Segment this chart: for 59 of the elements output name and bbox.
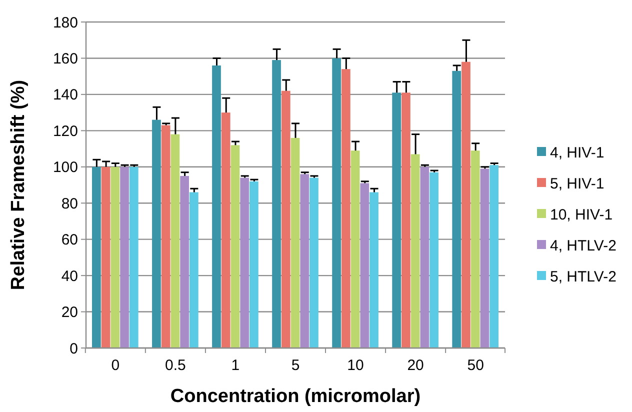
- legend-label: 4, HIV-1: [550, 144, 604, 162]
- bar: [129, 166, 138, 348]
- bar: [370, 192, 378, 348]
- bar: [402, 92, 410, 348]
- bar: [272, 60, 281, 348]
- x-tick-label: 20: [407, 357, 424, 374]
- y-tick-label: 60: [61, 232, 78, 249]
- bar: [110, 166, 120, 348]
- bar: [430, 172, 438, 348]
- bar: [189, 192, 198, 348]
- bar: [281, 90, 290, 348]
- y-tick-label: 20: [61, 304, 78, 322]
- y-tick-label: 160: [52, 50, 78, 68]
- y-tick-label: 40: [61, 268, 78, 285]
- bar: [152, 120, 161, 348]
- x-tick-label: 5: [291, 357, 300, 374]
- bar: [350, 150, 360, 348]
- y-tick-label: 100: [52, 159, 78, 176]
- bar: [300, 174, 310, 348]
- bar: [161, 125, 170, 348]
- bar: [221, 112, 230, 348]
- bar: [490, 165, 498, 348]
- bar: [310, 178, 318, 348]
- legend-label: 4, HTLV-2: [550, 237, 616, 254]
- bar: [290, 138, 300, 348]
- bar: [420, 166, 430, 348]
- legend-label: 5, HIV-1: [550, 175, 604, 192]
- bar: [332, 58, 341, 348]
- y-tick-label: 180: [52, 14, 78, 32]
- y-tick-label: 0: [70, 340, 78, 358]
- x-tick-label: 0: [111, 357, 120, 374]
- legend-label: 5, HTLV-2: [550, 268, 616, 286]
- bar: [250, 181, 258, 348]
- bar: [92, 166, 101, 348]
- x-tick-label: 50: [467, 357, 484, 374]
- bar: [180, 176, 189, 348]
- x-tick-label: 0.5: [165, 357, 186, 374]
- legend-label: 10, HIV-1: [550, 206, 613, 224]
- x-tick-label: 10: [347, 357, 364, 374]
- bar: [480, 168, 490, 348]
- bar: [462, 62, 470, 348]
- x-tick-label: 1: [231, 357, 240, 374]
- bar: [230, 145, 240, 348]
- bar: [212, 65, 221, 348]
- y-tick-label: 120: [52, 122, 78, 140]
- bar: [341, 69, 350, 348]
- bar: [392, 92, 402, 348]
- bar: [452, 70, 462, 348]
- x-axis-title: Concentration (micromolar): [170, 386, 421, 407]
- y-tick-label: 140: [52, 86, 78, 104]
- bar: [410, 154, 420, 348]
- bar: [360, 183, 370, 348]
- bar: [101, 166, 110, 348]
- bar: [170, 134, 180, 348]
- bar: [120, 166, 129, 348]
- bar: [240, 178, 250, 348]
- y-tick-label: 80: [61, 195, 78, 212]
- bar: [470, 150, 480, 348]
- y-axis-title: Relative Frameshift (%): [8, 80, 29, 290]
